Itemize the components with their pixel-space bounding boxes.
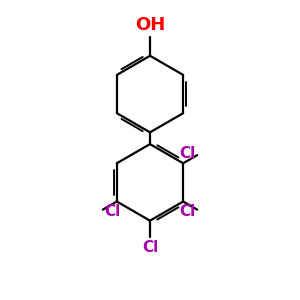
Text: Cl: Cl (179, 204, 196, 219)
Text: Cl: Cl (104, 204, 121, 219)
Text: Cl: Cl (179, 146, 196, 161)
Text: OH: OH (135, 16, 165, 34)
Text: Cl: Cl (142, 240, 158, 255)
